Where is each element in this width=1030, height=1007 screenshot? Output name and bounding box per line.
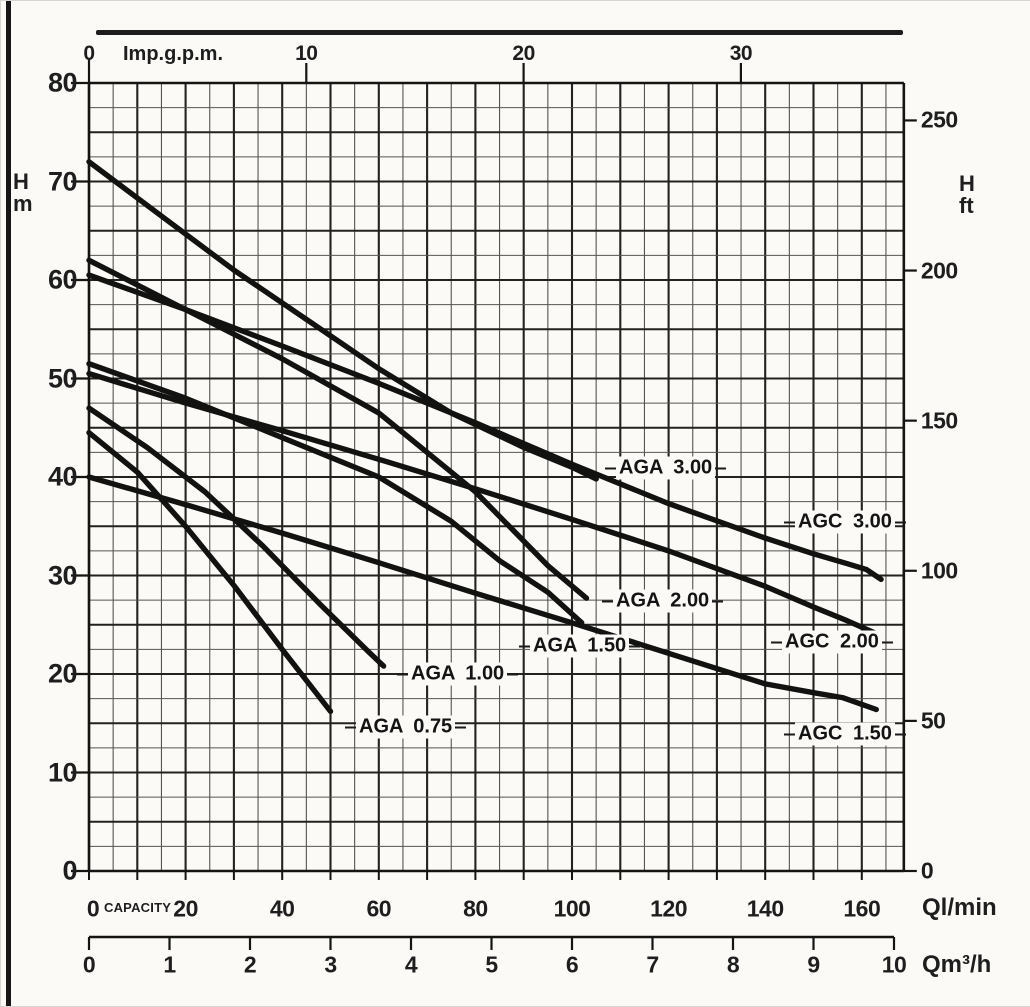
curve-label-text: AGC 1.50 [795,722,895,746]
h-ft-tick-label: 150 [920,407,958,434]
label-leader-line [455,726,467,728]
curve-label-agc-2-00: AGC 2.00 [771,630,893,654]
lmin-tick-label: 120 [650,895,688,922]
lmin-tick-label: 0 [86,895,100,922]
curve-label-aga-3-00: AGA 3.00 [605,456,727,480]
label-leader-line [881,641,893,643]
h-m-tick-label: 30 [47,560,78,590]
label-leader-line [771,641,782,643]
h-m-tick-label: 80 [47,67,78,98]
curve-aga-1-00 [86,405,387,669]
m3h-tick-label: 3 [324,951,337,978]
curve-label-text: AGA 0.75 [356,715,456,739]
label-leader-line [715,467,727,469]
m3h-tick-label: 8 [726,951,740,978]
left-axis-title: H m [13,171,33,215]
top-axis-unit-label: Imp.g.p.m. [123,43,223,65]
curve-label-aga-1-00: AGA 1.00 [397,662,519,686]
h-m-tick-label: 0 [62,855,77,886]
h-ft-tick-label: 0 [920,857,934,884]
m3h-tick-label: 0 [82,951,96,978]
lmin-tick-label: 60 [366,895,392,922]
h-m-tick-label: 50 [47,363,78,393]
curve-label-text: AGC 2.00 [782,630,882,654]
m3h-tick-label: 1 [163,951,176,978]
lmin-tick-label: 100 [553,895,591,922]
m3h-tick-label: 7 [646,951,659,978]
gpm-tick-label: 30 [729,42,753,65]
lmin-tick-label: 40 [269,895,295,922]
label-leader-line [894,521,906,523]
gpm-tick-label: 20 [512,42,535,65]
label-leader-line [397,673,408,675]
label-leader-line [519,645,530,647]
h-m-tick-label: 40 [47,461,78,492]
h-ft-tick-label: 50 [920,707,946,734]
m3h-tick-label: 6 [565,951,579,978]
curve-agc-3-00 [86,272,884,583]
scan-edge-bar [6,1,11,1006]
curve-aga-0-75 [86,430,334,715]
curve-label-aga-1-50: AGA 1.50 [519,634,641,658]
label-leader-line [602,600,613,602]
label-leader-line [345,726,356,728]
right-axis-title-line2: ft [959,193,974,218]
m3h-tick-label: 4 [404,951,418,978]
label-leader-line [605,467,616,469]
curve-label-text: AGA 3.00 [616,456,716,480]
h-m-tick-label: 70 [47,166,78,196]
curve-label-text: AGA 1.50 [530,634,630,658]
curve-label-text: AGC 3.00 [795,510,895,534]
m3h-tick-label: 2 [243,951,257,978]
curve-label-aga-2-00: AGA 2.00 [602,589,724,613]
m3h-tick-label: 9 [807,951,820,978]
m3h-tick-label: 5 [485,951,498,978]
h-ft-tick-label: 100 [920,557,958,584]
label-leader-line [784,521,795,523]
lmin-tick-label: 20 [173,895,198,922]
left-axis-title-line2: m [13,191,33,216]
curve-agc-1-50 [86,474,879,713]
h-m-tick-label: 10 [47,757,78,787]
lmin-tick-label: 160 [843,895,881,922]
curve-aga-1-50 [86,361,585,626]
lmin-tick-label: 140 [746,895,784,922]
h-ft-tick-label: 200 [920,257,958,284]
curve-label-text: AGA 1.00 [408,662,508,686]
gpm-tick-label: 10 [295,42,318,65]
label-leader-line [507,673,519,675]
h-ft-tick-label: 250 [920,106,958,133]
h-m-tick-label: 60 [47,264,78,295]
m3h-tick-label: 10 [881,951,907,978]
curve-label-agc-1-50: AGC 1.50 [784,722,906,746]
lmin-axis-unit-label: Ql/min [922,894,997,921]
label-leader-line [629,645,641,647]
curve-label-text: AGA 2.00 [613,589,713,613]
label-leader-line [712,600,724,602]
gpm-tick-label: 0 [83,42,95,65]
left-axis-title-line1: H [13,169,29,194]
h-m-tick-label: 20 [47,658,78,689]
curve-label-agc-3-00: AGC 3.00 [784,510,906,534]
curve-agc-2-00 [86,370,879,637]
capacity-caption: CAPACITY [104,900,172,915]
label-leader-line [894,733,906,735]
lmin-tick-label: 80 [463,895,488,922]
m3h-axis-unit-label: Qm³/h [922,951,992,978]
label-leader-line [784,733,795,735]
curve-aga-3-00 [86,159,599,482]
right-axis-title-line1: H [959,171,975,196]
curve-label-aga-0-75: AGA 0.75 [345,715,467,739]
right-axis-title: H ft [959,173,975,217]
top-border-rule [96,30,903,35]
